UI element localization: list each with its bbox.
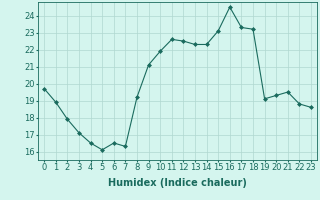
X-axis label: Humidex (Indice chaleur): Humidex (Indice chaleur) [108,178,247,188]
